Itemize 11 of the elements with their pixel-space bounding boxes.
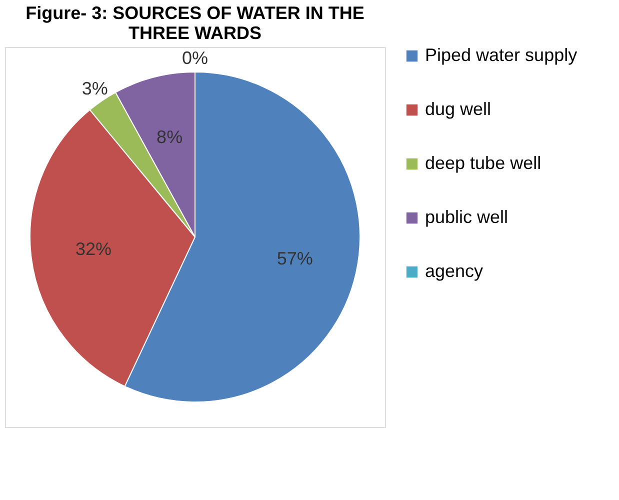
text: 0% <box>182 48 208 68</box>
legend-label: agency <box>425 261 484 281</box>
legend-label: public well <box>425 207 508 227</box>
data-label: 3% <box>82 78 108 99</box>
data-label: 8% <box>156 126 183 147</box>
data-label: 32% <box>75 238 112 259</box>
legend-label: dug well <box>425 99 492 119</box>
legend-label: Piped water supply <box>425 45 578 65</box>
legend-label: deep tube well <box>425 153 542 173</box>
chart-title: Figure- 3: SOURCES OF WATER IN THE THREE WARDS <box>26 3 364 43</box>
data-label: 57% <box>276 248 313 268</box>
